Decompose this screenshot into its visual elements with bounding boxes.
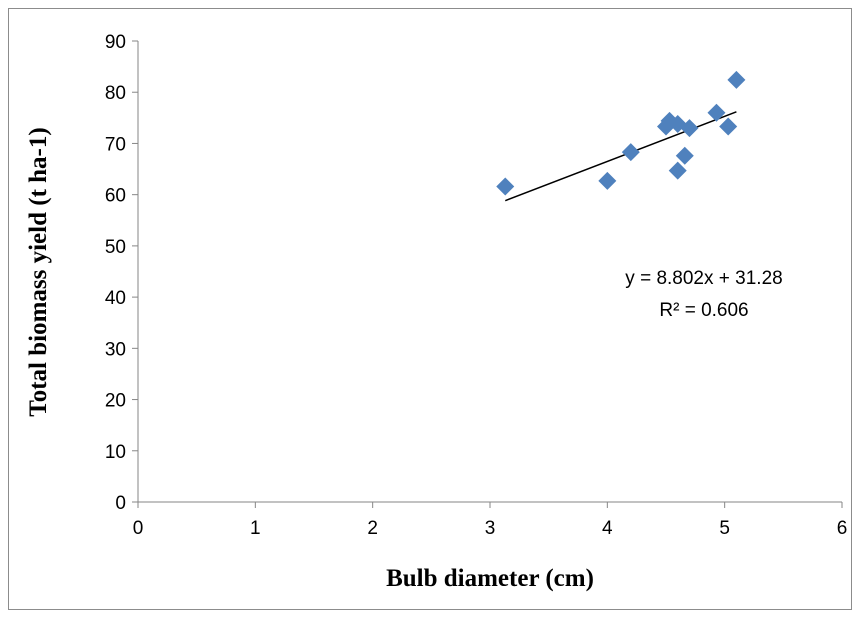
x-tick-label: 2 bbox=[367, 518, 378, 539]
data-point bbox=[707, 103, 726, 122]
y-tick-label: 80 bbox=[105, 83, 126, 104]
x-tick-label: 0 bbox=[133, 518, 144, 539]
y-tick-label: 0 bbox=[115, 493, 126, 514]
data-point bbox=[680, 119, 699, 138]
y-tick-label: 30 bbox=[105, 339, 126, 360]
data-point bbox=[727, 70, 746, 89]
y-axis-title: Total biomass yield (t ha-1) bbox=[25, 127, 52, 416]
x-axis-title: Bulb diameter (cm) bbox=[386, 565, 594, 592]
x-tick-label: 5 bbox=[719, 518, 730, 539]
data-point bbox=[668, 161, 687, 180]
trendline-r-squared: R² = 0.606 bbox=[659, 300, 748, 321]
y-tick-label: 90 bbox=[105, 32, 126, 53]
x-tick-label: 3 bbox=[485, 518, 496, 539]
y-tick-label: 40 bbox=[105, 288, 126, 309]
x-tick-label: 4 bbox=[602, 518, 613, 539]
data-point bbox=[675, 146, 694, 165]
x-tick-label: 6 bbox=[837, 518, 848, 539]
data-point bbox=[496, 177, 515, 196]
x-tick-label: 1 bbox=[250, 518, 261, 539]
data-point bbox=[719, 117, 738, 136]
y-tick-label: 20 bbox=[105, 391, 126, 412]
data-point bbox=[621, 143, 640, 162]
chart-area bbox=[8, 8, 852, 610]
y-tick-label: 10 bbox=[105, 442, 126, 463]
trendline bbox=[504, 111, 737, 202]
data-point bbox=[598, 171, 617, 190]
data-points bbox=[496, 70, 746, 196]
x-axis-ticks: 0 1 2 3 4 5 6 bbox=[133, 502, 848, 539]
trendline-equation: y = 8.802x + 31.28 bbox=[625, 268, 782, 289]
y-axis-ticks: 0 10 20 30 40 50 60 70 80 90 bbox=[105, 32, 138, 514]
y-tick-label: 70 bbox=[105, 134, 126, 155]
y-tick-label: 60 bbox=[105, 186, 126, 207]
y-tick-label: 50 bbox=[105, 237, 126, 258]
